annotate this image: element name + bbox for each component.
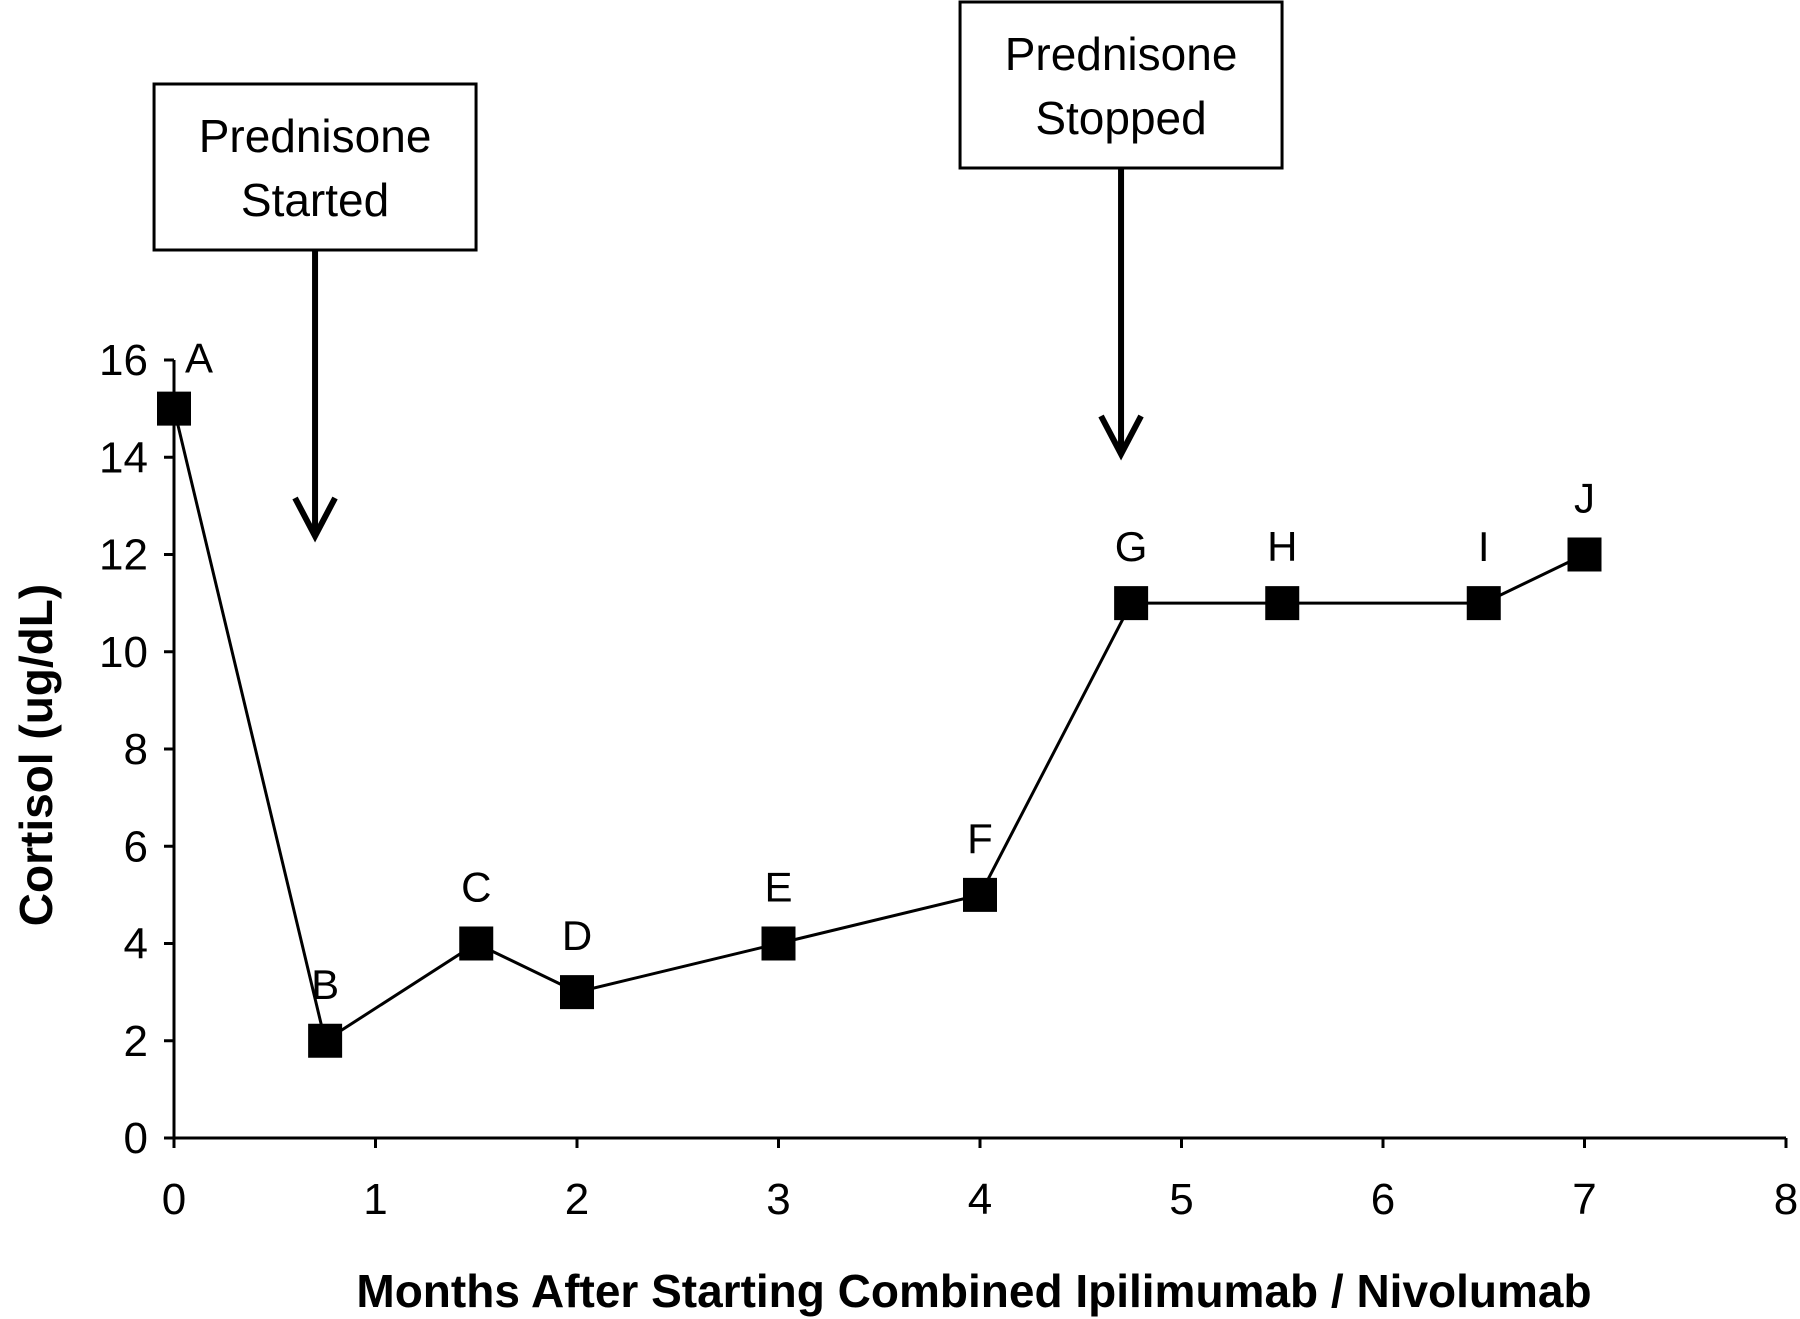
point-label-F: F [967,815,993,862]
data-point-F [963,877,997,912]
x-axis-title: Months After Starting Combined Ipilimuma… [356,1265,1591,1317]
y-tick-label: 14 [99,433,148,482]
point-label-A: A [185,335,213,382]
annotation-arrow-head [292,496,338,543]
series-line [172,408,1586,1044]
data-point-I [1466,586,1501,621]
data-point-D [560,975,594,1010]
data-point-H [1265,586,1300,621]
annotation-text: Stopped [1035,92,1206,144]
x-tick-label: 6 [1371,1175,1395,1224]
point-label-C: C [461,864,491,911]
point-label-H: H [1267,523,1297,570]
data-point-B [308,1023,343,1058]
point-label-D: D [562,912,592,959]
point-label-B: B [311,961,339,1008]
annotations: Prednisone Started Prednisone Stopped [152,0,1284,543]
data-point-G [1114,586,1149,621]
annotation-text: Started [241,174,389,226]
x-tick-label: 7 [1572,1175,1596,1224]
y-tick-label: 6 [124,822,148,871]
y-tick-label: 4 [124,920,148,969]
x-tick-label: 1 [363,1175,387,1224]
annotation-text: Prednisone [1005,28,1238,80]
y-tick-label: 8 [124,725,148,774]
data-point-E [761,926,796,961]
y-tick-label: 2 [124,1017,148,1066]
point-label-J: J [1574,475,1595,522]
x-tick-label: 0 [162,1175,186,1224]
y-tick-label: 16 [99,336,148,385]
point-label-E: E [764,864,792,911]
x-tick-label: 3 [766,1175,790,1224]
data-point-J [1567,537,1602,572]
x-tick-label: 5 [1169,1175,1193,1224]
point-label-I: I [1478,523,1490,570]
y-tick-label: 12 [99,531,148,580]
data-point-A [157,391,191,426]
y-axis-title: Cortisol (ug/dL) [10,584,62,926]
y-tick-label: 0 [124,1114,148,1163]
x-tick-label: 8 [1774,1175,1798,1224]
annotation-text: Prednisone [199,110,432,162]
annotation-arrow-head [1098,414,1144,461]
data-series: A B C D E F G H I J [157,335,1602,1058]
y-tick-label: 10 [99,628,148,677]
data-point-C [459,926,494,961]
annotation-box [152,82,478,252]
point-label-G: G [1115,523,1148,570]
x-tick-label: 4 [968,1175,992,1224]
x-tick-label: 2 [565,1175,589,1224]
